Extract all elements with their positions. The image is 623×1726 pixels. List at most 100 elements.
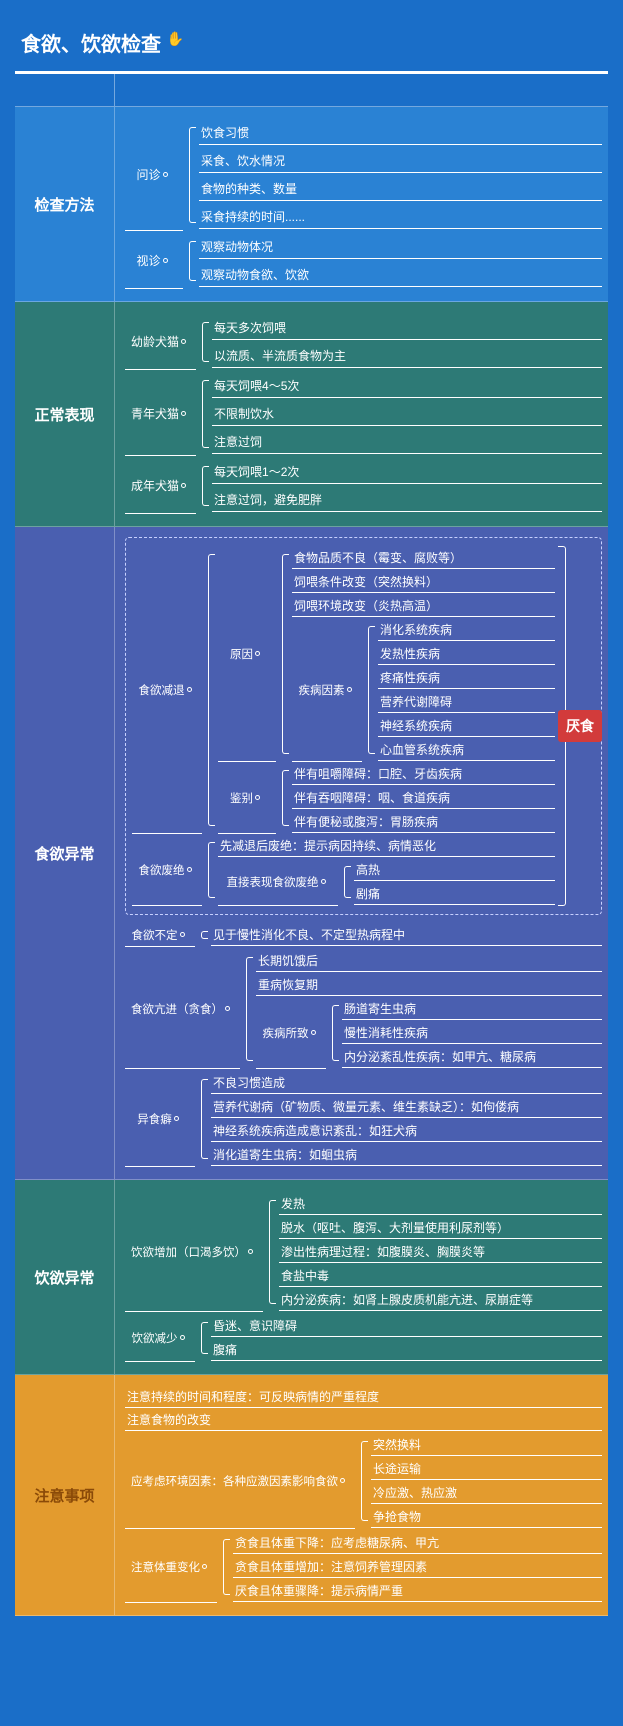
connector-dot-icon <box>174 1116 179 1121</box>
section-label: 食欲异常 <box>15 527 115 1179</box>
connector-dot-icon <box>163 258 168 263</box>
anorexia-group: 厌食 食欲减退 原因 食物品质不良（霉变、腐败等） 饲喂条件改变（突然换料） 饲… <box>125 537 602 915</box>
connector-dot-icon <box>180 932 185 937</box>
leaf: 伴有便秘或腹泻：胃肠疾病 <box>292 811 555 833</box>
connector-dot-icon <box>180 1335 185 1340</box>
leaf: 每天饲喂4～5次 <box>212 374 602 398</box>
leaf: 重病恢复期 <box>256 974 602 996</box>
leaf: 见于慢性消化不良、不定型热病程中 <box>211 924 602 946</box>
leaf: 昏迷、意识障碍 <box>211 1315 602 1337</box>
leaf: 神经系统疾病造成意识紊乱：如狂犬病 <box>211 1120 602 1142</box>
leaf: 慢性消耗性疾病 <box>342 1022 602 1044</box>
leaf: 长途运输 <box>371 1458 602 1480</box>
node-wenzhen: 问诊 饮食习惯 采食、饮水情况 食物的种类、数量 采食持续的时间...... <box>125 119 602 231</box>
section-notes: 注意事项 注意持续的时间和程度：可反映病情的严重程度 注意食物的改变 应考虑环境… <box>15 1375 608 1616</box>
node-label: 应考虑环境因素：各种应激因素影响食欲 <box>125 1433 355 1529</box>
section-appetite-abnormal: 食欲异常 厌食 食欲减退 原因 食物品质不良（霉变、腐败等） 饲喂条件改变（突然… <box>15 527 608 1180</box>
leaf: 腹痛 <box>211 1339 602 1361</box>
node-label: 问诊 <box>125 119 183 231</box>
leaf: 以流质、半流质食物为主 <box>212 344 602 368</box>
node-weight: 注意体重变化 贪食且体重下降：应考虑糖尿病、甲亢 贪食且体重增加：注意饲养管理因… <box>125 1531 602 1603</box>
node-adult: 成年犬猫 每天饲喂1～2次 注意过饲，避免肥胖 <box>125 458 602 514</box>
leaf: 先减退后废绝：提示病因持续、病情恶化 <box>218 835 555 857</box>
leaf: 注意食物的改变 <box>125 1409 602 1431</box>
leaf: 每天多次饲喂 <box>212 316 602 340</box>
connector-dot-icon <box>311 1030 316 1035</box>
node-label: 饮欲增加（口渴多饮） <box>125 1192 263 1312</box>
section-drink-abnormal: 饮欲异常 饮欲增加（口渴多饮） 发热 脱水（呕吐、腹泻、大剂量使用利尿剂等） 渗… <box>15 1180 608 1375</box>
leaf: 内分泌紊乱性疾病：如甲亢、糖尿病 <box>342 1046 602 1068</box>
leaf: 发热性疾病 <box>378 643 555 665</box>
node-label: 疾病所致 <box>256 997 326 1069</box>
node-shizhen: 视诊 观察动物体况 观察动物食欲、饮欲 <box>125 233 602 289</box>
leaf: 采食持续的时间...... <box>199 205 602 229</box>
connector-dot-icon <box>347 687 352 692</box>
leaf: 发热 <box>279 1193 602 1215</box>
node-label: 异食癖 <box>125 1071 195 1167</box>
connector-dot-icon <box>181 483 186 488</box>
leaf: 神经系统疾病 <box>378 715 555 737</box>
leaf: 高热 <box>354 859 555 881</box>
node-label: 食欲减退 <box>132 546 202 834</box>
leaf: 注意过饲 <box>212 430 602 454</box>
connector-dot-icon <box>187 687 192 692</box>
connector-dot-icon <box>181 411 186 416</box>
node-label: 疾病因素 <box>292 618 362 762</box>
node-label: 食欲废绝 <box>132 834 202 906</box>
leaf: 脱水（呕吐、腹泻、大剂量使用利尿剂等） <box>279 1217 602 1239</box>
connector-dot-icon <box>255 795 260 800</box>
leaf: 食物品质不良（霉变、腐败等） <box>292 547 555 569</box>
section-label: 正常表现 <box>15 302 115 526</box>
node-label: 食欲不定 <box>125 923 195 947</box>
section-label: 注意事项 <box>15 1375 115 1615</box>
section-label: 饮欲异常 <box>15 1180 115 1374</box>
node-hyper-disease: 疾病所致 肠道寄生虫病 慢性消耗性疾病 内分泌紊乱性疾病：如甲亢、糖尿病 <box>256 997 602 1069</box>
connector-dot-icon <box>181 339 186 344</box>
leaf: 饲喂环境改变（炎热高温） <box>292 595 555 617</box>
leaf: 营养代谢病（矿物质、微量元素、维生素缺乏）：如佝偻病 <box>211 1096 602 1118</box>
node-label: 鉴别 <box>218 762 276 834</box>
section-methods: 检查方法 问诊 饮食习惯 采食、饮水情况 食物的种类、数量 采食持续的时间...… <box>15 107 608 302</box>
page-title: 食欲、饮欲检查 ✋ <box>15 20 608 74</box>
leaf: 渗出性病理过程：如腹膜炎、胸膜炎等 <box>279 1241 602 1263</box>
callout-anorexia: 厌食 <box>558 710 602 742</box>
leaf: 贪食且体重增加：注意饲养管理因素 <box>233 1556 602 1578</box>
connector-dot-icon <box>163 172 168 177</box>
hand-icon: ✋ <box>167 30 184 46</box>
connector-dot-icon <box>248 1249 253 1254</box>
leaf: 营养代谢障碍 <box>378 691 555 713</box>
leaf: 内分泌疾病：如肾上腺皮质机能亢进、尿崩症等 <box>279 1289 602 1311</box>
node-appetite-hyper: 食欲亢进（贪食） 长期饥饿后 重病恢复期 疾病所致 肠道寄生虫病 慢性消耗性疾病… <box>125 949 602 1069</box>
section-normal: 正常表现 幼龄犬猫 每天多次饲喂 以流质、半流质食物为主 青年犬猫 每天饲喂4～… <box>15 302 608 527</box>
node-appetite-refuse: 食欲废绝 先减退后废绝：提示病因持续、病情恶化 直接表现食欲废绝 高热 剧痛 <box>132 834 555 906</box>
connector-dot-icon <box>321 879 326 884</box>
leaf: 疼痛性疾病 <box>378 667 555 689</box>
leaf: 观察动物体况 <box>199 235 602 259</box>
connector-dot-icon <box>225 1006 230 1011</box>
leaf: 注意持续的时间和程度：可反映病情的严重程度 <box>125 1386 602 1408</box>
node-drink-dec: 饮欲减少 昏迷、意识障碍 腹痛 <box>125 1314 602 1362</box>
leaf: 不限制饮水 <box>212 402 602 426</box>
node-youth: 青年犬猫 每天饲喂4～5次 不限制饮水 注意过饲 <box>125 372 602 456</box>
node-pica: 异食癖 不良习惯造成 营养代谢病（矿物质、微量元素、维生素缺乏）：如佝偻病 神经… <box>125 1071 602 1167</box>
leaf: 食物的种类、数量 <box>199 177 602 201</box>
node-label: 视诊 <box>125 233 183 289</box>
node-label: 成年犬猫 <box>125 458 196 514</box>
node-disease-factor: 疾病因素 消化系统疾病 发热性疾病 疼痛性疾病 营养代谢障碍 神经系统疾病 心血… <box>292 618 555 762</box>
leaf: 饲喂条件改变（突然换料） <box>292 571 555 593</box>
connector-dot-icon <box>202 1564 207 1569</box>
leaf: 不良习惯造成 <box>211 1072 602 1094</box>
leaf: 观察动物食欲、饮欲 <box>199 263 602 287</box>
node-label: 直接表现食欲废绝 <box>218 858 338 906</box>
leaf: 长期饥饿后 <box>256 950 602 972</box>
connector-dot-icon <box>340 1478 345 1483</box>
node-label: 原因 <box>218 546 276 762</box>
leaf: 饮食习惯 <box>199 121 602 145</box>
leaf: 争抢食物 <box>371 1506 602 1528</box>
leaf: 伴有吞咽障碍：咽、食道疾病 <box>292 787 555 809</box>
leaf: 剧痛 <box>354 883 555 905</box>
node-drink-inc: 饮欲增加（口渴多饮） 发热 脱水（呕吐、腹泻、大剂量使用利尿剂等） 渗出性病理过… <box>125 1192 602 1312</box>
node-cause: 原因 食物品质不良（霉变、腐败等） 饲喂条件改变（突然换料） 饲喂环境改变（炎热… <box>218 546 555 762</box>
node-diff: 鉴别 伴有咀嚼障碍：口腔、牙齿疾病 伴有吞咽障碍：咽、食道疾病 伴有便秘或腹泻：… <box>218 762 555 834</box>
section-label: 检查方法 <box>15 107 115 301</box>
